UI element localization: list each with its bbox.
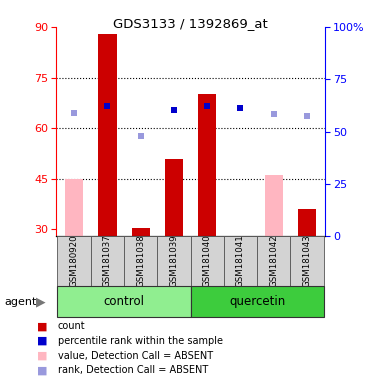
Text: ■: ■ xyxy=(37,365,47,375)
Text: count: count xyxy=(58,321,85,331)
Bar xyxy=(198,94,216,236)
Text: rank, Detection Call = ABSENT: rank, Detection Call = ABSENT xyxy=(58,365,208,375)
Bar xyxy=(132,228,150,236)
Text: GSM181037: GSM181037 xyxy=(103,235,112,288)
Bar xyxy=(165,159,183,236)
Text: ■: ■ xyxy=(37,351,47,361)
Bar xyxy=(224,236,257,286)
Text: value, Detection Call = ABSENT: value, Detection Call = ABSENT xyxy=(58,351,213,361)
Bar xyxy=(57,236,91,286)
Bar xyxy=(264,175,283,236)
Text: GSM181039: GSM181039 xyxy=(169,235,178,288)
Text: GSM181038: GSM181038 xyxy=(136,235,145,288)
Bar xyxy=(191,236,224,286)
Bar xyxy=(290,236,324,286)
Text: ■: ■ xyxy=(37,321,47,331)
Text: quercetin: quercetin xyxy=(229,295,285,308)
Text: GSM181043: GSM181043 xyxy=(303,235,311,288)
Text: ▶: ▶ xyxy=(36,296,45,309)
Text: GSM181042: GSM181042 xyxy=(269,235,278,288)
Bar xyxy=(124,236,157,286)
Text: agent: agent xyxy=(5,297,37,307)
Bar xyxy=(257,236,290,286)
Bar xyxy=(98,34,117,236)
Bar xyxy=(191,286,324,317)
Text: GSM181040: GSM181040 xyxy=(203,235,212,288)
Bar xyxy=(157,236,191,286)
Text: control: control xyxy=(104,295,144,308)
Text: percentile rank within the sample: percentile rank within the sample xyxy=(58,336,223,346)
Bar xyxy=(91,236,124,286)
Text: GDS3133 / 1392869_at: GDS3133 / 1392869_at xyxy=(113,17,268,30)
Bar xyxy=(57,286,191,317)
Text: GSM181041: GSM181041 xyxy=(236,235,245,288)
Text: GSM180920: GSM180920 xyxy=(70,235,79,288)
Bar xyxy=(298,209,316,236)
Bar xyxy=(65,179,83,236)
Text: ■: ■ xyxy=(37,336,47,346)
